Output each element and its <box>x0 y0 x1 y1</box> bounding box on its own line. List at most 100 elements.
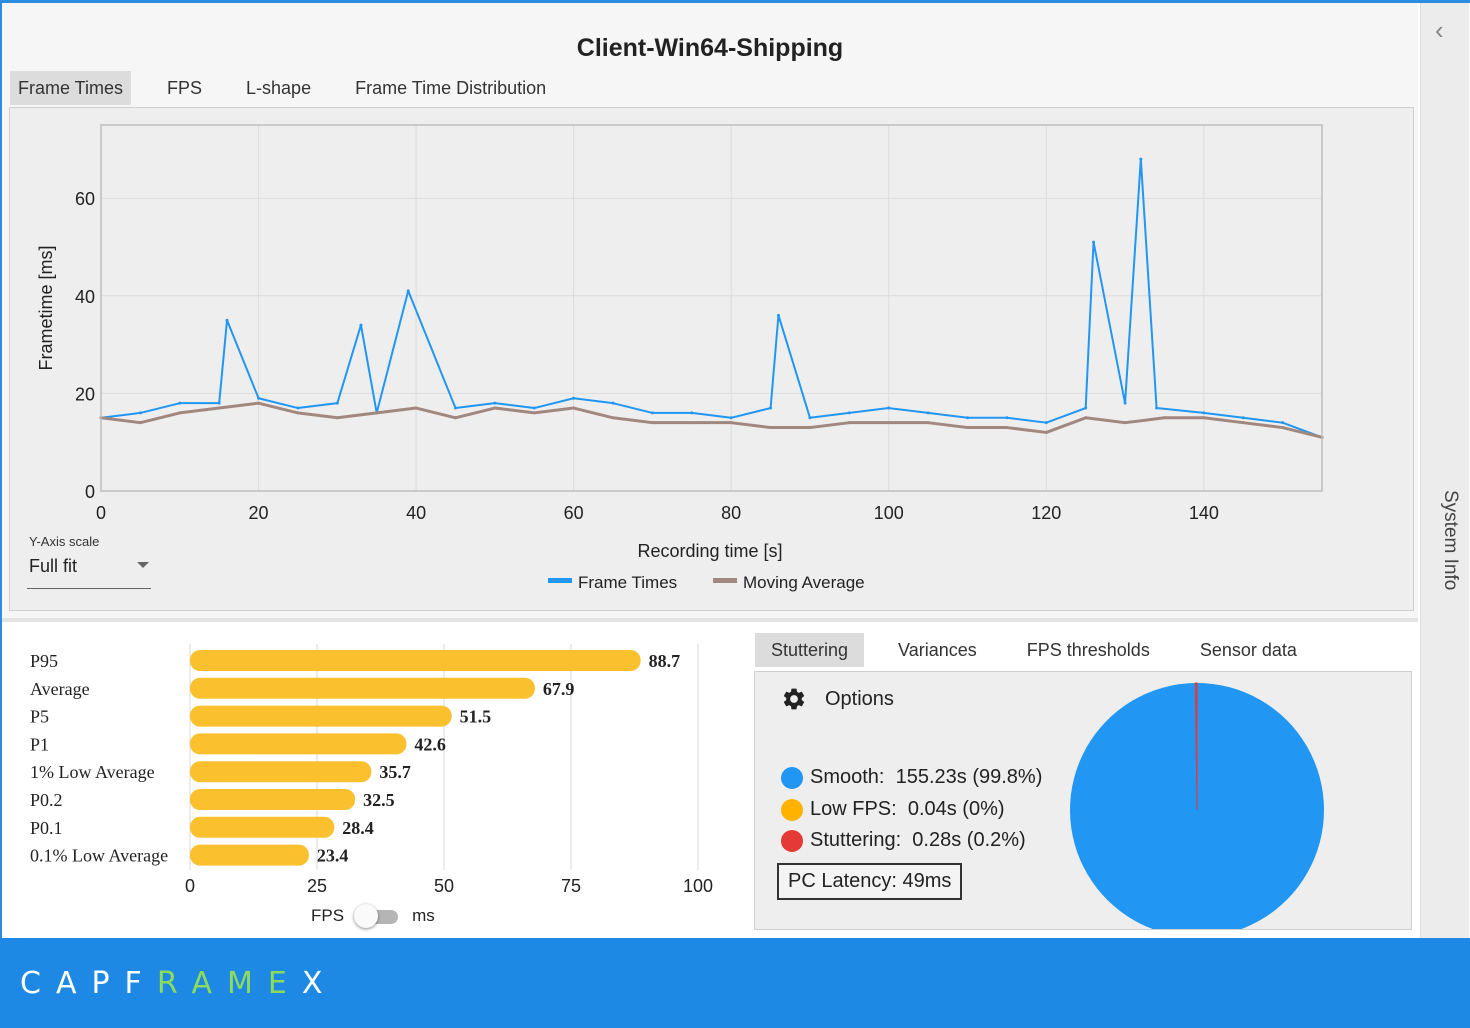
window-border-top <box>0 0 1470 3</box>
moving-average-point <box>1241 421 1245 425</box>
system-info-sidebar[interactable]: ‹ System Info <box>1420 3 1469 938</box>
moving-average-point <box>572 406 576 410</box>
tab-fps[interactable]: FPS <box>167 78 203 98</box>
moving-average-point <box>1044 430 1048 434</box>
bar-category-label: P0.1 <box>30 818 63 838</box>
bar <box>190 733 407 755</box>
frametime-chart[interactable]: 0 20 40 60 80 100 120 140 0 20 40 60 Frametime [ms]… <box>10 108 1413 610</box>
frame-time-point <box>1155 406 1159 410</box>
tab-fps-thresholds[interactable]: FPS thresholds <box>1026 640 1150 660</box>
moving-average-point <box>847 421 851 425</box>
low-fps-label: Low FPS: <box>810 798 897 820</box>
fps-statistics-bar-chart: 0 25 50 75 100 P95 88.7 Average 67.9 P5 51.5 P1 42.… <box>30 644 713 896</box>
tab-sensor-data[interactable]: Sensor data <box>1199 640 1297 660</box>
stuttering-legend-row: Stuttering: 0.28s (0.2%) <box>781 829 1026 852</box>
tab-frame-time-distribution[interactable]: Frame Time Distribution <box>355 78 547 98</box>
moving-average-point <box>966 426 970 430</box>
moving-average-point <box>729 421 733 425</box>
frame-time-point <box>335 401 339 405</box>
frame-time-point <box>1281 421 1285 425</box>
stuttering-value: 0.28s (0.2%) <box>912 829 1026 851</box>
moving-average-point <box>1005 426 1009 430</box>
frame-time-point <box>296 406 300 410</box>
chevron-left-icon[interactable]: ‹ <box>1435 15 1444 45</box>
bar <box>190 677 535 699</box>
smooth-legend-row: Smooth: 155.23s (99.8%) <box>781 766 1042 789</box>
y-axis-label: Frametime [ms] <box>36 245 56 370</box>
plot-border <box>100 124 1323 492</box>
pie-slice <box>1194 682 1198 811</box>
moving-average-point <box>1084 416 1088 420</box>
stuttering-color-dot <box>781 829 803 852</box>
y-tick-label: 40 <box>75 287 95 307</box>
window-border-left <box>0 0 2 940</box>
smooth-color-dot <box>781 766 803 789</box>
bar-value-label: 28.4 <box>342 818 374 838</box>
toggle-knob[interactable] <box>354 904 379 928</box>
moving-average-point <box>1123 421 1127 425</box>
frame-time-point <box>1005 416 1009 420</box>
bar-value-label: 88.7 <box>649 651 681 671</box>
moving-average-point <box>926 421 930 425</box>
x-axis-label: Recording time [s] <box>637 541 782 561</box>
stats-tabs: Stuttering Variances FPS thresholds Sens… <box>755 633 1331 667</box>
frame-time-point <box>1092 240 1096 244</box>
page-title: Client-Win64-Shipping <box>576 34 844 62</box>
x-tick-label: 40 <box>406 503 426 523</box>
tab-variances[interactable]: Variances <box>898 640 977 660</box>
frame-time-point <box>1139 157 1143 161</box>
moving-average-point <box>611 416 615 420</box>
stuttering-panel: Options Smooth: 155.23s (99.8%) Low FPS:… <box>754 671 1412 930</box>
legend-swatch-frame-times <box>548 578 572 583</box>
legend-label-frame-times: Frame Times <box>578 573 677 592</box>
bar <box>190 761 372 783</box>
system-info-label[interactable]: System Info <box>1440 490 1461 591</box>
frame-time-point <box>359 323 363 327</box>
frame-time-point <box>1241 416 1245 420</box>
y-tick-label: 0 <box>85 482 95 502</box>
bar-category-label: P5 <box>30 707 49 727</box>
logo-text-a: CAPF <box>20 966 157 1001</box>
bar-x-tick-label: 75 <box>561 876 581 896</box>
moving-average-point <box>808 426 812 430</box>
frame-time-point <box>453 406 457 410</box>
bar-category-label: 0.1% Low Average <box>30 846 168 866</box>
bar-category-label: 1% Low Average <box>30 762 155 782</box>
frame-time-point <box>217 401 221 405</box>
tab-frame-times[interactable]: Frame Times <box>10 71 132 105</box>
moving-average-point <box>453 416 457 420</box>
section-divider <box>2 618 1418 622</box>
moving-average-line <box>100 401 1323 439</box>
frame-time-point <box>257 396 261 400</box>
frame-time-point <box>532 406 536 410</box>
y-axis-scale-select[interactable]: Full fit <box>27 556 151 589</box>
fps-ms-toggle[interactable] <box>354 903 400 929</box>
options-button[interactable]: Options <box>781 686 894 712</box>
y-axis-scale-label: Y-Axis scale <box>29 534 100 549</box>
x-tick-label: 60 <box>564 503 584 523</box>
x-tick-label: 0 <box>96 503 106 523</box>
moving-average-point <box>217 406 221 410</box>
smooth-value: 155.23s (99.8%) <box>895 766 1043 788</box>
bar-value-label: 23.4 <box>317 846 349 866</box>
tab-l-shape[interactable]: L-shape <box>246 78 312 98</box>
bar-value-label: 67.9 <box>543 679 575 699</box>
bar-category-label: P0.2 <box>30 790 63 810</box>
moving-average-point <box>769 426 773 430</box>
logo-text-b: RAM <box>156 966 268 1001</box>
frame-time-point <box>406 289 410 293</box>
frame-time-point <box>926 411 930 415</box>
bar-category-label: P95 <box>30 651 58 671</box>
moving-average-point <box>138 421 142 425</box>
low-fps-value: 0.04s (0%) <box>907 798 1005 820</box>
logo-text-c: E <box>267 966 302 1001</box>
bar-x-tick-label: 0 <box>185 876 195 896</box>
frame-time-point <box>493 401 497 405</box>
smooth-label: Smooth: <box>810 766 885 788</box>
frame-time-point <box>572 396 576 400</box>
x-tick-label: 120 <box>1031 503 1061 523</box>
moving-average-point <box>1162 416 1166 420</box>
tab-stuttering[interactable]: Stuttering <box>755 633 865 667</box>
moving-average-point <box>493 406 497 410</box>
frame-time-point <box>966 416 970 420</box>
